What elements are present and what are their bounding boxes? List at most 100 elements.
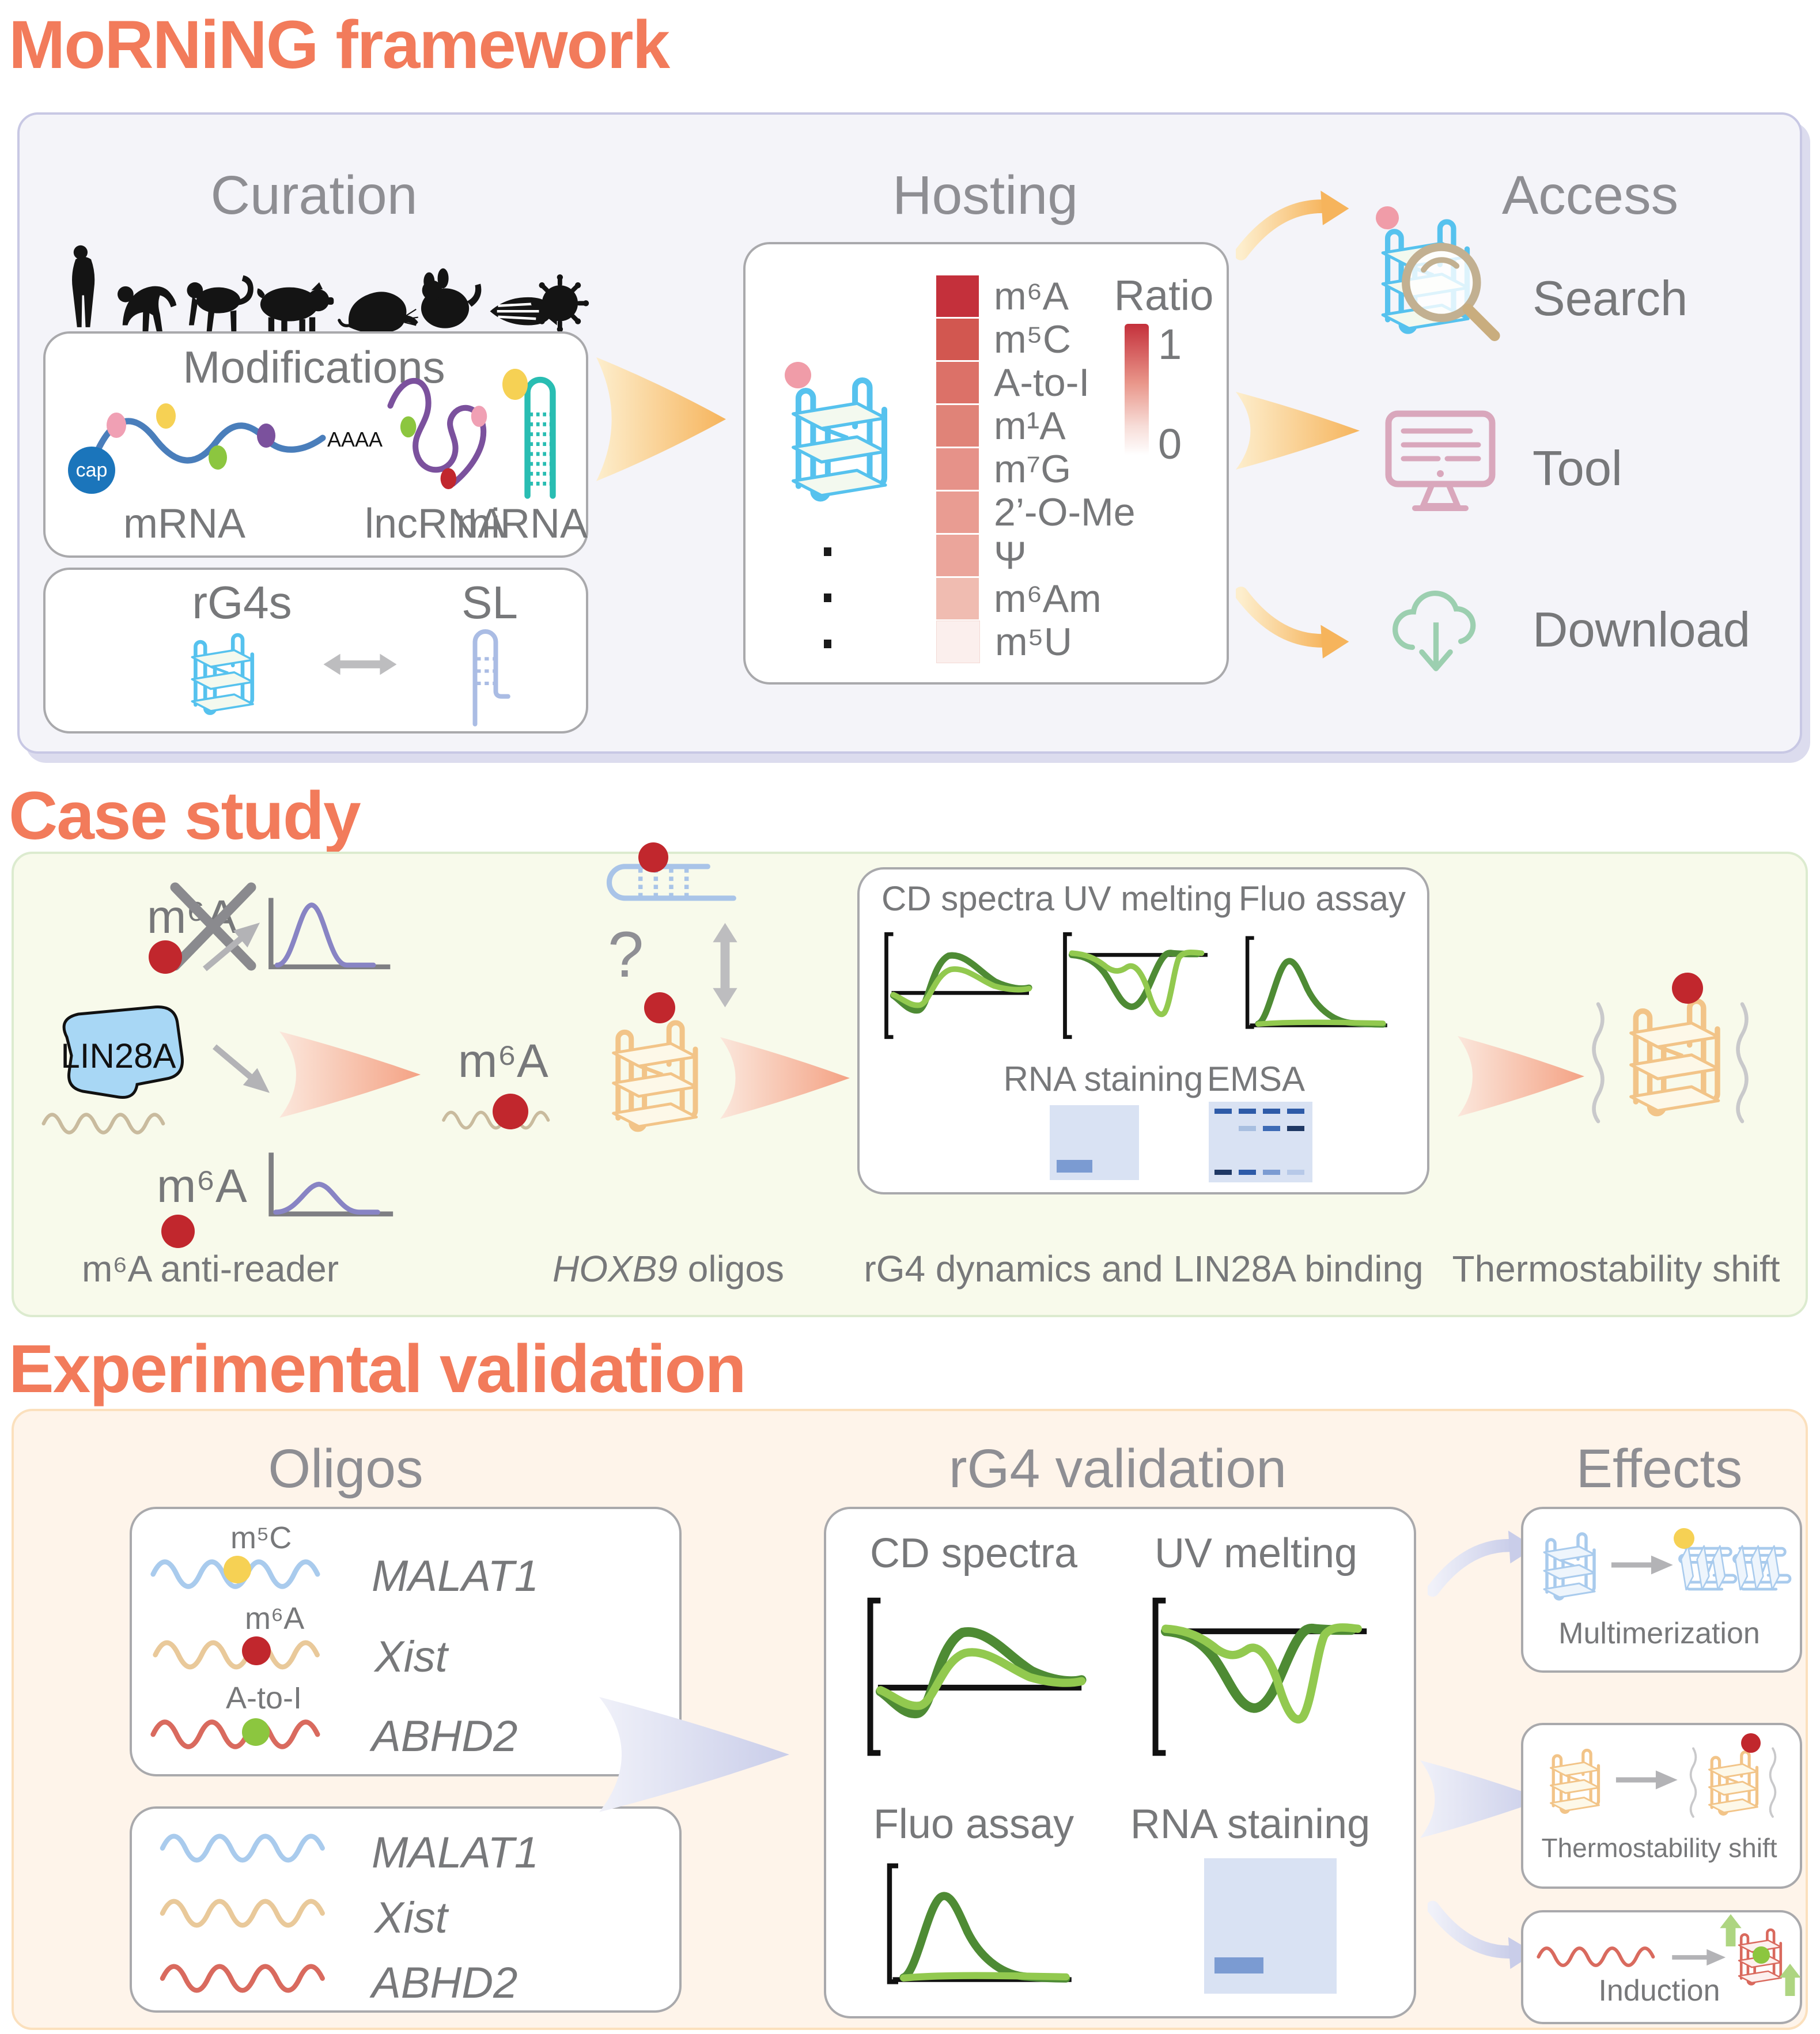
heatmap-label: m¹A (994, 404, 1066, 448)
mirna-label: miRNA (456, 501, 588, 547)
oligo6-wave-icon (156, 1954, 346, 2003)
case-assay-box (857, 867, 1429, 1194)
heatmap-row: m⁵U (936, 619, 1072, 664)
unmodified-oligos-box (130, 1806, 682, 2013)
case-arrow-2-icon (720, 1037, 850, 1119)
case-cd-label: CD spectra (881, 879, 1055, 918)
heatmap-label: m⁶A (994, 274, 1069, 318)
val-cd-plot (861, 1590, 1092, 1763)
search-icon (1386, 230, 1512, 357)
heatmap-swatch (936, 362, 979, 403)
oligo3-mod-label: A-to-I (226, 1681, 302, 1715)
case-emsa-gel (1209, 1102, 1312, 1182)
case-emsa-label: EMSA (1206, 1060, 1306, 1098)
heatmap-swatch (936, 405, 979, 447)
effect2-label: Thermostability shift (1541, 1833, 1777, 1863)
effect3-arrow-icon (1670, 1946, 1727, 1968)
question-mark: ? (608, 918, 644, 990)
effect3-wave-icon (1535, 1939, 1668, 1975)
heat-wave-left-icon (1590, 1000, 1606, 1124)
effect2-heat-right-icon (1768, 1746, 1778, 1818)
heatmap-swatch (936, 319, 979, 360)
case-fluo-label: Fluo assay (1238, 879, 1406, 918)
heatmap-row: Ψ (936, 533, 1027, 578)
access-item-download: Download (1533, 603, 1751, 657)
heatmap-swatch (936, 578, 979, 619)
rg4-blue-icon (179, 621, 265, 725)
lncrna-icon (387, 378, 487, 489)
heatmap-row: m⁵C (936, 317, 1071, 362)
effect1-label: Multimerization (1558, 1617, 1760, 1650)
effect2-heat-left-icon (1688, 1746, 1698, 1818)
search-mod-dot (1376, 206, 1399, 229)
oligo2-mod-dot (242, 1636, 271, 1665)
cap-icon: cap (68, 447, 115, 494)
lin28a-protein-icon (62, 1005, 184, 1099)
binding-curve-plot-low (262, 1147, 398, 1224)
effect1-arrow-icon (1609, 1553, 1675, 1577)
case-rg4-mod-dot (644, 992, 675, 1023)
heatmap-label: m⁷G (994, 447, 1072, 491)
case-rna-label: RNA staining (1003, 1060, 1204, 1098)
val-uv-label: UV melting (1154, 1530, 1358, 1576)
heatmap-row: 2’-O-Me (936, 490, 1136, 535)
case-cd-plot (880, 927, 1036, 1045)
stem-loop-mod-dot (638, 842, 668, 872)
thermo-rg4-icon (1619, 980, 1728, 1132)
oligos-caption: HOXB9 oligos (507, 1247, 830, 1290)
stem-loop-icon (455, 612, 516, 727)
mirna-mod-dot (502, 369, 528, 400)
ratio-gradient-bar (1125, 324, 1149, 455)
heatmap-swatch (936, 492, 979, 533)
val-fluo-plot (867, 1858, 1092, 1994)
oligo1-gene-label: MALAT1 (372, 1552, 539, 1601)
hosting-header: Hosting (892, 165, 1079, 226)
effects-header: Effects (1576, 1438, 1743, 1499)
access-item-tool: Tool (1533, 441, 1622, 496)
rg4s-label: rG4s (192, 577, 292, 628)
case-rg4-orange-icon (602, 1003, 706, 1147)
fold-double-arrow-icon (710, 922, 740, 1008)
heatmap-row: m⁶A (936, 274, 1069, 319)
assays-caption: rG4 dynamics and LIN28A binding (864, 1248, 1424, 1290)
oligo5-wave-icon (156, 1889, 346, 1938)
validation-title: Experimental validation (9, 1331, 747, 1407)
bound-mod-label: m⁶A (157, 1160, 247, 1212)
curation-to-hosting-arrow-icon (596, 357, 726, 481)
oligo1-mod-dot (224, 1556, 251, 1583)
hosting-to-search-arrow-icon (1236, 184, 1351, 265)
ratio-legend-title: Ratio (1114, 271, 1214, 319)
case-arrow-1-icon (279, 1031, 421, 1118)
oligo3-gene-label: ABHD2 (372, 1712, 518, 1761)
val-fluo-label: Fluo assay (873, 1801, 1074, 1847)
oligos-caption-rest: oligos (677, 1248, 784, 1290)
download-cloud-icon (1380, 576, 1492, 680)
effect3-mod-dot (1753, 1946, 1770, 1964)
oligo-mod-dot (493, 1094, 528, 1129)
polya-label: AAAA (327, 428, 383, 451)
heatmap-row: m⁷G (936, 447, 1071, 492)
effect1-multimer-icon-b (1726, 1540, 1800, 1595)
mrna-label: mRNA (123, 501, 245, 547)
thermo-mod-dot (1672, 973, 1703, 1004)
hosting-to-download-arrow-icon (1236, 582, 1351, 663)
thermo-caption: Thermostability shift (1452, 1248, 1780, 1290)
heatmap-label: Ψ (994, 534, 1027, 577)
heatmap-swatch (936, 621, 980, 663)
mrna-icon (88, 403, 326, 470)
heatmap-label: m⁵C (994, 317, 1071, 361)
ellipsis-dot (824, 547, 831, 556)
val-cd-label: CD spectra (869, 1530, 1078, 1576)
anti-reader-caption: m⁶A anti-reader (81, 1248, 339, 1290)
case-uv-label: UV melting (1063, 879, 1232, 918)
ratio-max-label: 1 (1158, 320, 1182, 368)
heat-wave-right-icon (1734, 1000, 1750, 1124)
rg4-validation-header: rG4 validation (948, 1438, 1287, 1499)
case-study-title: Case study (9, 778, 361, 854)
val-uv-plot (1147, 1590, 1377, 1763)
case-rna-gel (1050, 1105, 1139, 1180)
heatmap-swatch (936, 448, 979, 490)
species-silhouettes-icon (72, 245, 589, 337)
oligo5-gene-label: Xist (374, 1893, 448, 1942)
